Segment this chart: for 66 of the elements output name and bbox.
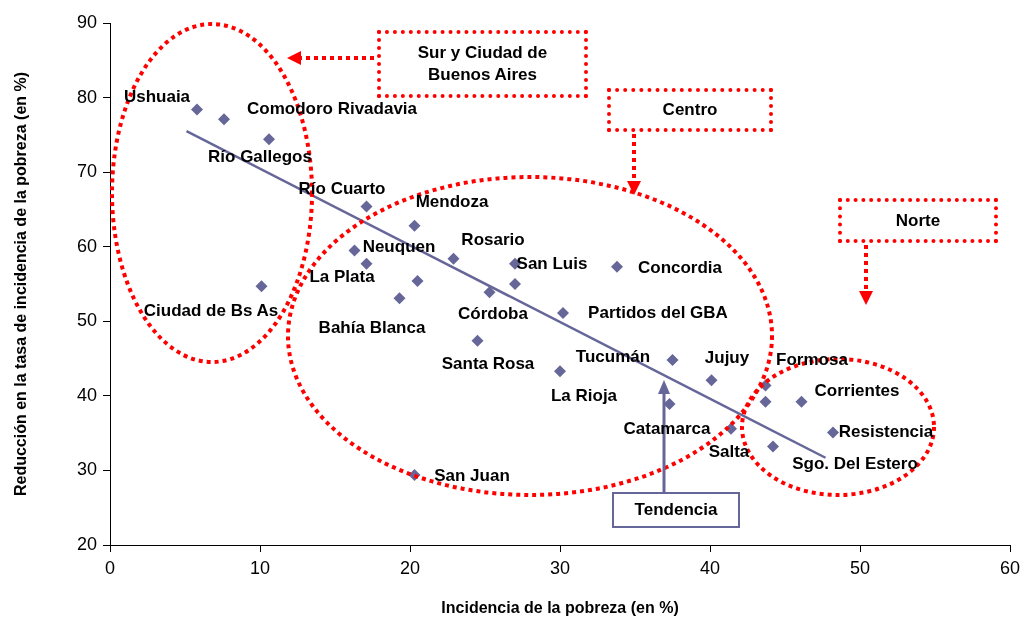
annotation: Corrientes bbox=[814, 381, 900, 401]
annotation: Ciudad de Bs As bbox=[143, 301, 279, 321]
y-tick-label: 20 bbox=[76, 533, 97, 554]
annotation: San Juan bbox=[434, 466, 510, 486]
annotation: Río Cuarto bbox=[298, 179, 386, 199]
x-tick-label: 30 bbox=[549, 557, 571, 578]
x-tick-label: 60 bbox=[999, 557, 1021, 578]
point bbox=[191, 103, 203, 116]
annotation: Tendencia bbox=[612, 492, 740, 528]
y-tick-label: 70 bbox=[76, 161, 97, 182]
y-tick-label: 30 bbox=[76, 459, 97, 480]
point bbox=[348, 244, 361, 257]
annotation: Santa Rosa bbox=[441, 354, 535, 374]
point bbox=[360, 200, 373, 213]
x-tick-label: 40 bbox=[699, 557, 721, 578]
x-tick-label: 0 bbox=[104, 557, 116, 578]
point bbox=[411, 275, 424, 288]
point bbox=[360, 257, 373, 270]
point bbox=[255, 280, 268, 293]
annotation: Ushuaia bbox=[123, 87, 191, 107]
y-tick-label: 50 bbox=[76, 310, 97, 331]
annotation: Mendoza bbox=[415, 192, 489, 212]
annotation: Jujuy bbox=[704, 348, 750, 368]
annotation: Concordia bbox=[637, 258, 723, 278]
point bbox=[767, 440, 779, 453]
annotation: Bahía Blanca bbox=[318, 318, 426, 338]
annotation: Norte bbox=[838, 198, 998, 243]
point bbox=[611, 260, 623, 273]
y-tick-label: 90 bbox=[76, 11, 97, 32]
point bbox=[795, 395, 808, 408]
y-tick-label: 80 bbox=[76, 86, 97, 107]
annotation: La Rioja bbox=[550, 386, 618, 406]
annotation: Sur y Ciudad de Buenos Aires bbox=[377, 30, 588, 98]
annotation: Salta bbox=[708, 442, 750, 462]
y-tick-label: 40 bbox=[76, 384, 97, 405]
point bbox=[666, 354, 679, 367]
point bbox=[408, 219, 421, 232]
annotation: Córdoba bbox=[458, 304, 528, 324]
point bbox=[705, 374, 718, 387]
annotation: Resistencia bbox=[838, 422, 934, 442]
point bbox=[263, 133, 275, 146]
annotation: San Luis bbox=[516, 254, 588, 274]
point bbox=[483, 286, 496, 299]
annotation: Río Gallegos bbox=[208, 147, 312, 167]
annotation: Rosario bbox=[461, 230, 525, 250]
point bbox=[509, 278, 521, 290]
x-tick-label: 20 bbox=[399, 557, 421, 578]
annotation: Formosa bbox=[776, 350, 848, 370]
annotation: Centro bbox=[607, 88, 773, 132]
point bbox=[759, 395, 772, 408]
point bbox=[447, 252, 460, 265]
point bbox=[827, 426, 839, 439]
point bbox=[393, 292, 406, 305]
x-axis-title: Incidencia de la pobreza (en %) bbox=[441, 598, 679, 616]
annotation: Comodoro Rivadavia bbox=[246, 99, 418, 119]
point bbox=[471, 334, 484, 347]
point bbox=[554, 365, 566, 378]
y-axis-title: Reducción en la tasa de incidencia de la pobreza (en %) bbox=[12, 71, 30, 497]
annotation: La Plata bbox=[309, 267, 375, 287]
point bbox=[557, 307, 569, 320]
point bbox=[218, 113, 230, 126]
y-tick-label: 60 bbox=[76, 235, 97, 256]
annotation: Partidos del GBA bbox=[588, 303, 728, 323]
x-tick-label: 50 bbox=[849, 557, 871, 578]
annotation: Sgo. Del Estero bbox=[792, 454, 918, 474]
x-tick-label: 10 bbox=[249, 557, 271, 578]
